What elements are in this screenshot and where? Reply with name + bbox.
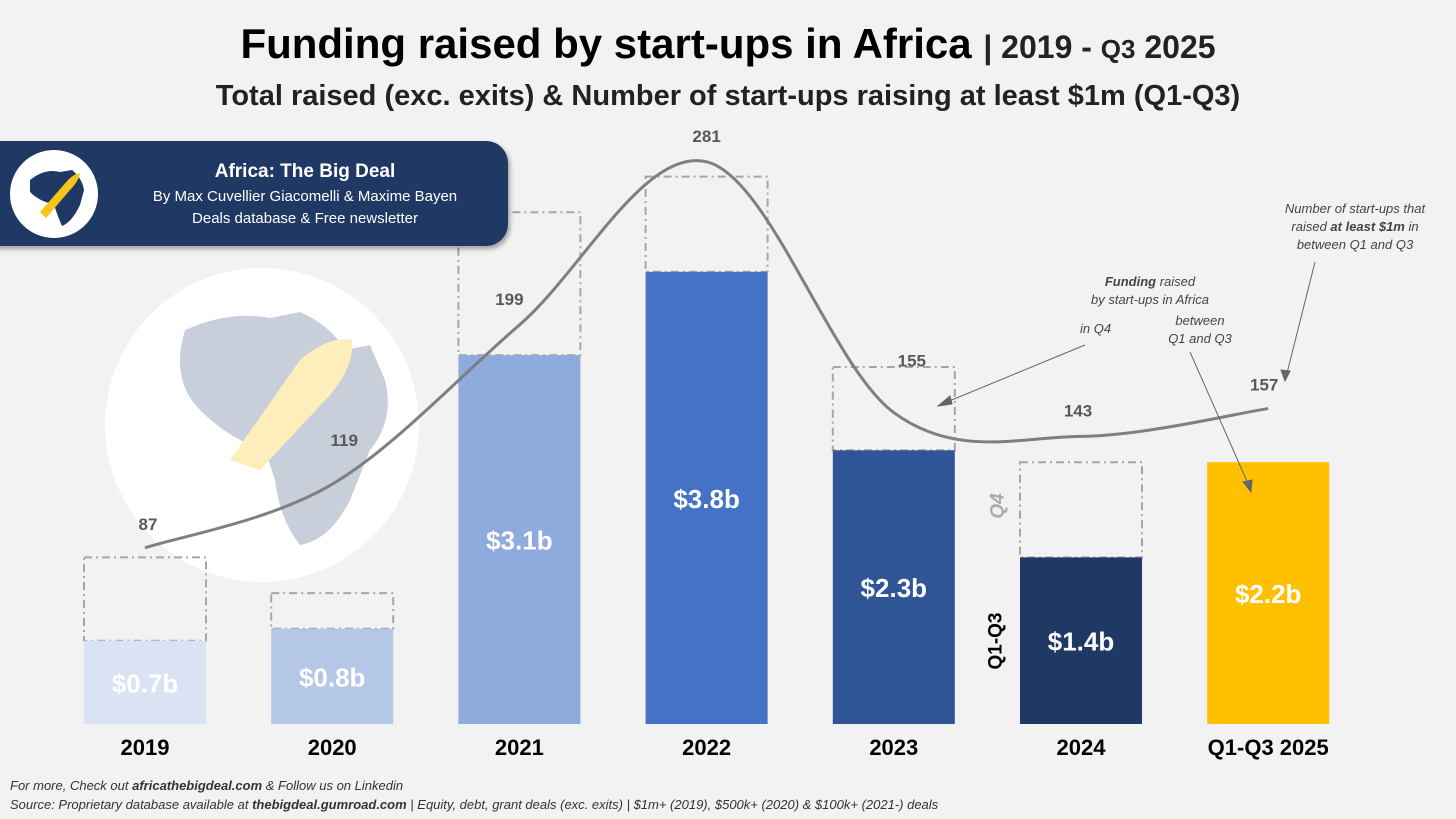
count-annotation: Number of start-ups that raised at least… xyxy=(1262,200,1448,254)
count-label: 157 xyxy=(1250,376,1278,395)
bar-value-label: $3.1b xyxy=(486,526,553,556)
title-main: Funding raised by start-ups in Africa xyxy=(240,20,972,67)
brand-name: Africa: The Big Deal xyxy=(214,161,396,182)
bar-2019 xyxy=(84,640,206,724)
ann-text: Q1 and Q3 xyxy=(1168,331,1232,346)
footer-text: Source: Proprietary database available a… xyxy=(10,797,253,812)
footer-link[interactable]: thebigdeal.gumroad.com xyxy=(252,797,407,812)
full-year-outline xyxy=(1019,461,1143,559)
bar-value-label: $1.4b xyxy=(1048,627,1115,657)
ann-text: by start-ups in Africa xyxy=(1090,292,1209,307)
full-year-outline xyxy=(644,175,769,273)
funding-annotation: Funding raised by start-ups in Africa xyxy=(1080,273,1220,309)
q1q3-label: Q1-Q3 xyxy=(985,612,1007,670)
chart-title: Funding raised by start-ups in Africa | … xyxy=(0,20,1456,68)
count-label: 199 xyxy=(495,290,523,309)
x-tick-label: 2023 xyxy=(869,735,918,760)
footer-text: For more, Check out xyxy=(10,778,133,793)
q4-label: Q4 xyxy=(987,493,1009,519)
ann-text: raised xyxy=(1291,219,1331,234)
footer-line-2: Source: Proprietary database available a… xyxy=(10,797,938,812)
brand-banner[interactable]: Africa: The Big Deal By Max Cuvellier Gi… xyxy=(0,141,508,246)
count-label: 119 xyxy=(330,431,357,450)
full-year-outline xyxy=(83,556,207,642)
brand-tagline: Deals database & Free newsletter xyxy=(192,210,418,227)
ann-text: between xyxy=(1175,313,1225,328)
footer-text: | Equity, debt, grant deals (exc. exits)… xyxy=(406,797,939,812)
bar-2020 xyxy=(271,628,394,724)
x-tick-label: Q1-Q3 2025 xyxy=(1208,735,1329,760)
x-tick-label: 2022 xyxy=(682,735,731,760)
startups-count-line xyxy=(144,159,1269,550)
africa-rocket-icon xyxy=(10,150,98,238)
in-q4-annotation: in Q4 xyxy=(1080,321,1112,336)
footer-link[interactable]: africathebigdeal.com xyxy=(132,778,263,793)
bar-value-label: $2.2b xyxy=(1235,579,1302,609)
bar-2024 xyxy=(1020,557,1142,724)
count-label: 281 xyxy=(692,127,720,146)
x-tick-label: 2019 xyxy=(121,735,170,760)
bar-value-label: $0.7b xyxy=(112,668,179,698)
brand-authors: By Max Cuvellier Giacomelli & Maxime Bay… xyxy=(152,188,458,205)
annotation-arrows xyxy=(936,261,1316,494)
x-tick-label: 2020 xyxy=(308,735,357,760)
bar-value-label: $0.8b xyxy=(299,662,366,692)
bar-2023 xyxy=(832,450,955,724)
ann-text: between Q1 and Q3 xyxy=(1296,237,1414,252)
full-year-outline xyxy=(831,366,956,452)
x-tick-label: 2021 xyxy=(495,735,544,760)
ann-text-bold: Funding xyxy=(1104,274,1157,289)
bar-value-label: $2.3b xyxy=(861,573,928,603)
ann-text: raised xyxy=(1156,274,1196,289)
bar-2021 xyxy=(458,355,581,724)
ann-text: in xyxy=(1404,219,1419,234)
ann-text: Number of start-ups that xyxy=(1284,201,1426,216)
title-year: 2025 xyxy=(1144,29,1216,65)
footer-line-1: For more, Check out africathebigdeal.com… xyxy=(10,778,403,793)
title-q: Q3 xyxy=(1100,34,1136,64)
ann-text-bold: at least $1m xyxy=(1330,219,1405,234)
title-range: | 2019 - xyxy=(983,29,1101,65)
count-label: 155 xyxy=(898,352,926,371)
count-label: 87 xyxy=(139,515,158,534)
bar-2022 xyxy=(645,271,768,724)
background-africa-circle xyxy=(105,268,419,582)
chart-subtitle: Total raised (exc. exits) & Number of st… xyxy=(215,80,1241,112)
footer-text: & Follow us on Linkedin xyxy=(262,778,404,793)
x-tick-label: 2024 xyxy=(1057,735,1107,760)
full-year-outline xyxy=(270,592,395,630)
bar-Q1-Q3-2025 xyxy=(1207,462,1330,724)
bar-value-label: $3.8b xyxy=(673,484,740,514)
count-label: 143 xyxy=(1064,401,1092,420)
between-annotation: between Q1 and Q3 xyxy=(1150,312,1250,348)
